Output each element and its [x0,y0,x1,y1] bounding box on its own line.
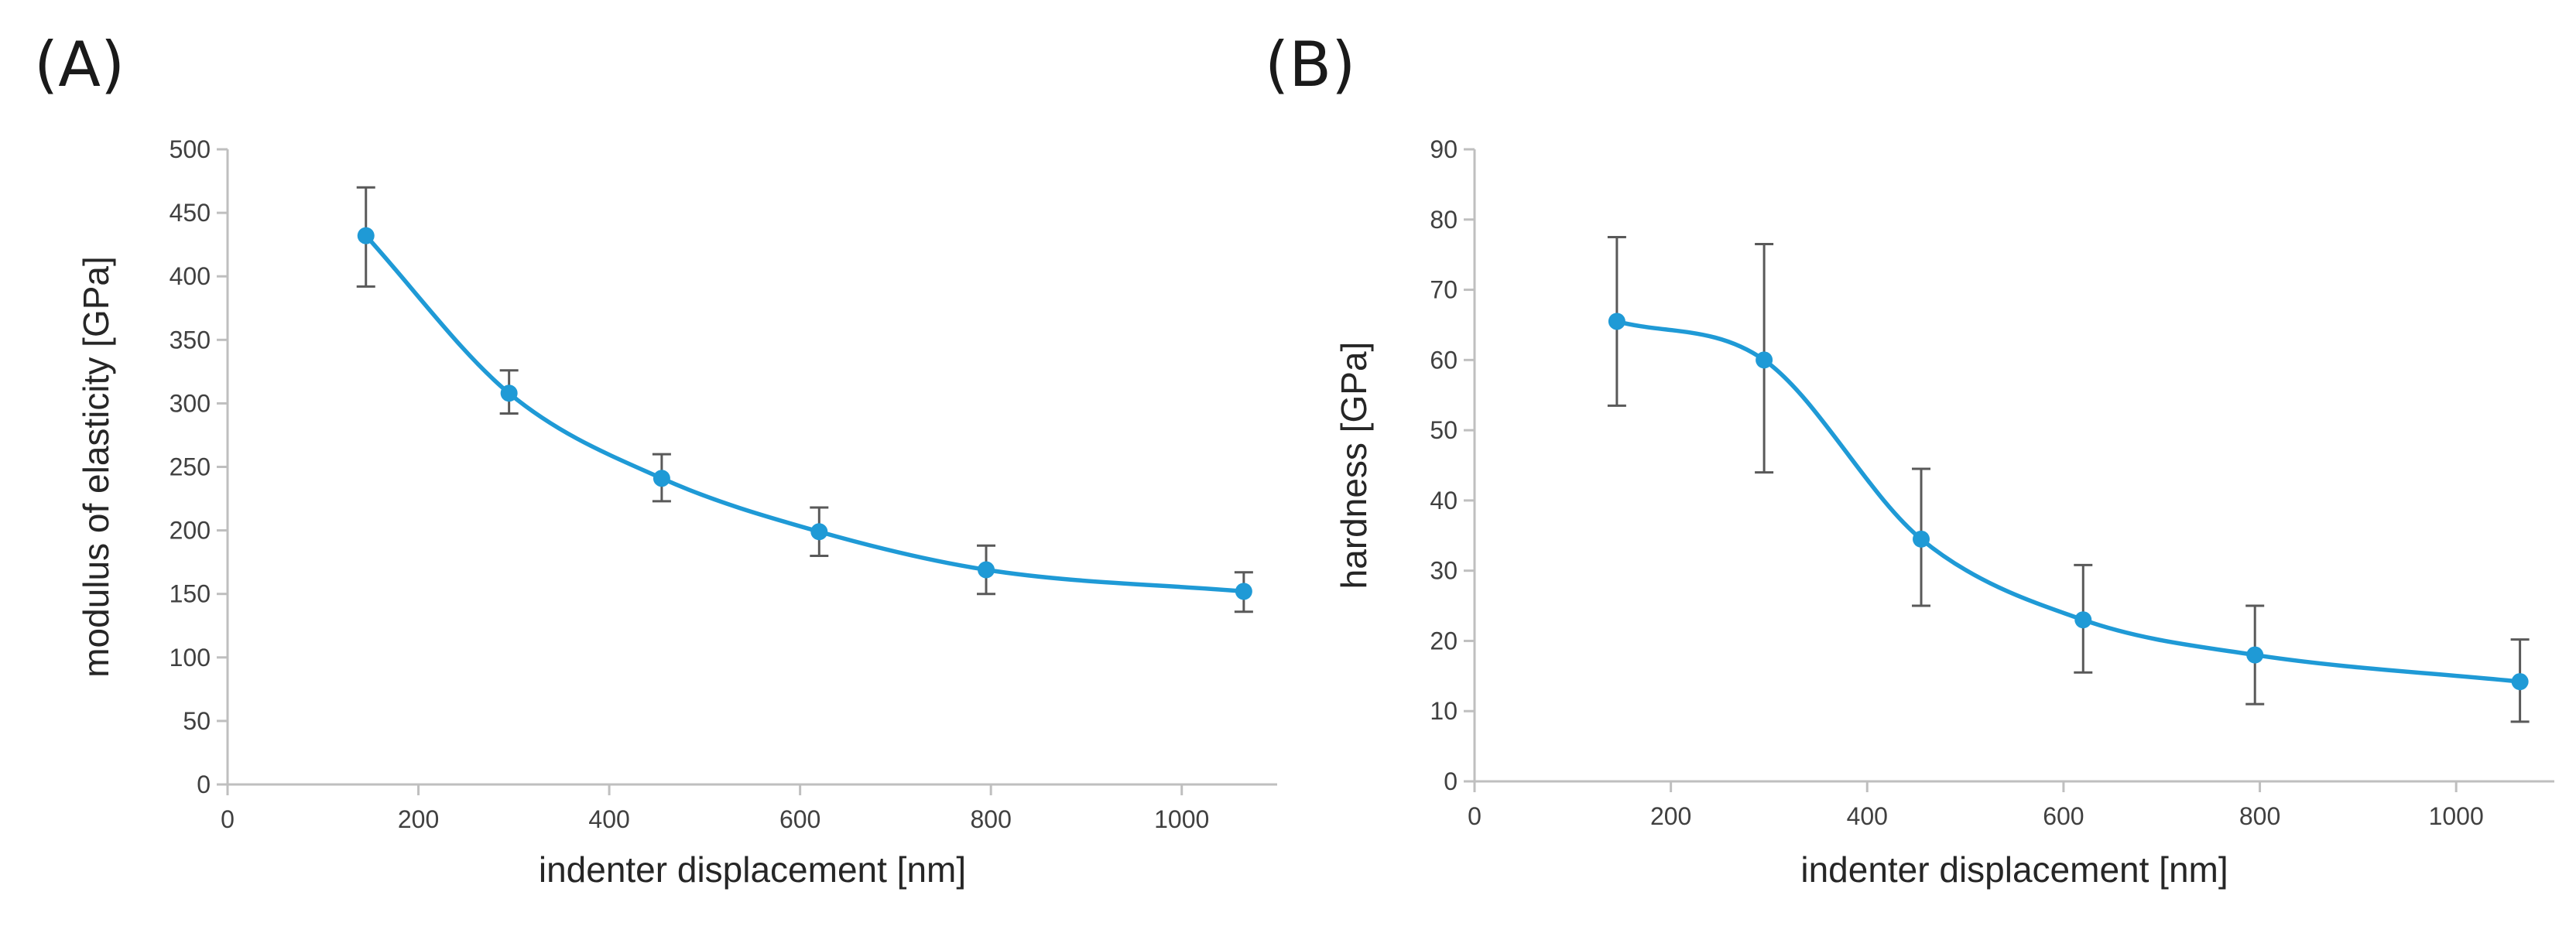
y-tick-label: 500 [170,135,211,163]
series-line [364,234,1245,594]
data-point [1235,583,1252,600]
data-point [978,561,995,579]
series-line [1616,319,2520,684]
x-axis-title: indenter displacement [nm] [539,849,966,890]
y-axis-title: hardness [GPa] [1334,342,1374,590]
y-tick-label: 90 [1430,135,1458,163]
data-point [653,470,670,487]
y-tick-label: 0 [1444,767,1458,795]
x-tick-label: 0 [1468,802,1482,830]
y-tick-label: 0 [197,771,211,798]
x-tick-label: 800 [970,805,1011,833]
data-point [1913,530,1930,548]
x-tick-label: 200 [398,805,439,833]
x-tick-label: 0 [221,805,235,833]
y-tick-label: 50 [183,707,211,735]
x-axis-title: indenter displacement [nm] [1800,849,2228,890]
data-point [1608,313,1625,330]
data-point [2074,611,2092,629]
y-tick-label: 20 [1430,627,1458,654]
x-tick-label: 200 [1650,802,1691,830]
y-tick-label: 200 [170,517,211,545]
data-point [500,384,518,402]
y-tick-label: 80 [1430,206,1458,234]
data-point [1756,351,1773,369]
y-tick-label: 40 [1430,487,1458,514]
y-tick-label: 400 [170,262,211,290]
y-tick-label: 100 [170,644,211,672]
y-tick-label: 70 [1430,276,1458,304]
x-tick-label: 400 [588,805,629,833]
data-point [810,523,828,541]
x-tick-label: 400 [1847,802,1888,830]
x-tick-label: 1000 [1154,805,1209,833]
chart-hardness: 0 10 20 30 40 50 60 70 80 90 0 200 400 600 800 1000 inde… [1334,135,2554,890]
y-tick-label: 450 [170,199,211,227]
data-point [2246,646,2264,664]
x-tick-label: 600 [779,805,820,833]
y-axis-title: modulus of elasticity [GPa] [76,256,116,678]
data-point [357,227,375,244]
y-tick-label: 250 [170,453,211,481]
chart-modulus-of-elasticity: 0 50 100 150 200 250 300 350 400 450 500 0 200 400 600… [76,135,1277,890]
x-tick-label: 600 [2043,802,2084,830]
y-tick-label: 50 [1430,416,1458,444]
panel-label-a: (A) [34,29,125,101]
y-tick-label: 150 [170,580,211,608]
data-point [2511,673,2529,691]
y-tick-label: 350 [170,326,211,354]
y-tick-label: 10 [1430,697,1458,725]
x-tick-label: 800 [2239,802,2280,830]
panel-label-b: (B) [1265,29,1356,101]
y-tick-label: 30 [1430,557,1458,585]
y-tick-label: 300 [170,389,211,417]
y-tick-label: 60 [1430,346,1458,374]
x-tick-label: 1000 [2429,802,2484,830]
